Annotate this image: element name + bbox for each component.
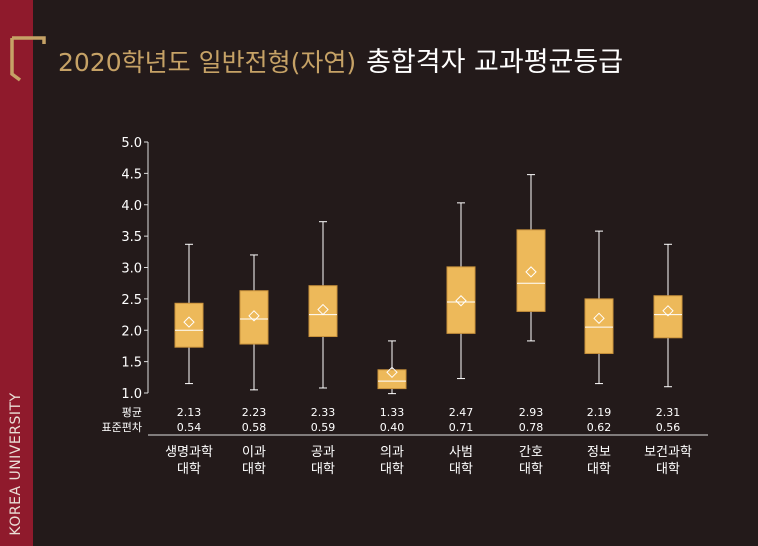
- sd-value-label: 0.62: [587, 421, 612, 434]
- category-label: 의과: [380, 445, 404, 460]
- category-label: 대학: [177, 462, 201, 477]
- sd-value-label: 0.78: [519, 421, 544, 434]
- mean-value-label: 2.19: [587, 406, 612, 419]
- category-label: 대학: [311, 462, 335, 477]
- iqr-box: [239, 290, 269, 345]
- mean-marker: [455, 295, 467, 307]
- mean-value-label: 2.13: [177, 406, 202, 419]
- mean-marker: [593, 312, 605, 325]
- category-label: 대학: [242, 462, 266, 477]
- sd-value-label: 0.59: [311, 421, 336, 434]
- mean-marker: [386, 366, 398, 378]
- iqr-box: [516, 229, 546, 312]
- y-tick-label: 2.0: [121, 324, 142, 339]
- sd-value-label: 0.71: [449, 421, 474, 434]
- y-tick-label: 2.5: [121, 293, 142, 308]
- category-label: 대학: [656, 462, 680, 477]
- mean-marker: [248, 310, 260, 322]
- mean-value-label: 2.31: [656, 406, 681, 419]
- sidebar-bar: KOREA UNIVERSITY: [0, 0, 33, 546]
- y-tick-label: 4.0: [121, 199, 142, 214]
- title-main: 총합격자 교과평균등급: [366, 47, 624, 78]
- sd-row-label: 표준편차: [102, 421, 142, 434]
- sd-value-label: 0.58: [242, 421, 267, 434]
- sd-value-label: 0.40: [380, 421, 405, 434]
- category-label: 대학: [449, 462, 473, 477]
- category-label: 대학: [587, 462, 611, 477]
- sd-value-label: 0.56: [656, 421, 681, 434]
- category-label: 생명과학: [165, 445, 213, 460]
- iqr-box: [446, 266, 476, 334]
- category-label: 사범: [449, 445, 473, 460]
- category-label: 보건과학: [644, 445, 692, 460]
- mean-value-label: 2.47: [449, 406, 474, 419]
- shield-logo-icon: [10, 36, 46, 82]
- iqr-box: [308, 285, 338, 338]
- mean-marker: [525, 266, 537, 278]
- mean-row-label: 평균: [122, 406, 142, 419]
- mean-marker: [662, 305, 674, 317]
- title-prefix: 2020학년도 일반전형(자연): [58, 48, 357, 77]
- iqr-box: [653, 295, 683, 339]
- category-label: 대학: [380, 462, 404, 477]
- category-label: 정보: [587, 445, 611, 460]
- sd-value-label: 0.54: [177, 421, 202, 434]
- mean-value-label: 2.93: [519, 406, 544, 419]
- page-title: 2020학년도 일반전형(자연) 총합격자 교과평균등급: [58, 40, 623, 79]
- category-label: 이과: [242, 445, 266, 460]
- mean-marker: [183, 316, 195, 328]
- y-tick-label: 5.0: [121, 136, 142, 151]
- category-label: 공과: [311, 445, 335, 460]
- y-tick-label: 1.5: [121, 356, 142, 371]
- category-label: 대학: [519, 462, 543, 477]
- mean-value-label: 2.33: [311, 406, 336, 419]
- iqr-box: [174, 302, 204, 348]
- mean-marker: [317, 303, 329, 316]
- y-tick-label: 3.0: [121, 262, 142, 277]
- y-tick-label: 1.0: [121, 387, 142, 402]
- mean-value-label: 1.33: [380, 406, 405, 419]
- category-label: 간호: [519, 445, 543, 460]
- y-tick-label: 4.5: [121, 167, 142, 182]
- y-tick-label: 3.5: [121, 230, 142, 245]
- iqr-box: [377, 369, 407, 390]
- mean-value-label: 2.23: [242, 406, 267, 419]
- iqr-box: [584, 298, 614, 354]
